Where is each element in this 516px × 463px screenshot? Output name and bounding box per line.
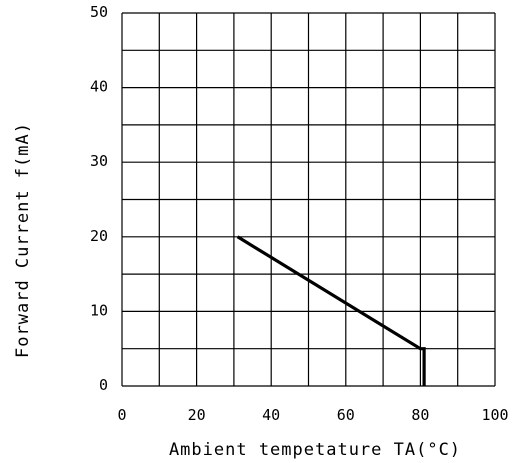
series-line [236,235,426,386]
x-tick-label: 80 [411,406,429,424]
x-tick-label: 60 [337,406,355,424]
x-tick-label: 0 [117,406,126,424]
x-axis-ticks: 0 20 40 60 80 100 [117,406,508,424]
y-tick-label: 30 [90,152,108,170]
y-axis-label: Forward Current f(mA) [13,122,33,358]
x-axis-label: Ambient tempetature TA(°C) [169,440,461,460]
series-layer [236,235,426,386]
y-tick-label: 10 [90,301,108,319]
x-tick-label: 100 [481,406,508,424]
grid [121,12,496,387]
x-tick-label: 20 [188,406,206,424]
y-tick-label: 20 [90,227,108,245]
x-tick-label: 40 [262,406,280,424]
y-tick-label: 50 [90,3,108,21]
y-tick-label: 0 [99,376,108,394]
y-tick-label: 40 [90,78,108,96]
y-axis-ticks: 0 10 20 30 40 50 [90,3,108,394]
